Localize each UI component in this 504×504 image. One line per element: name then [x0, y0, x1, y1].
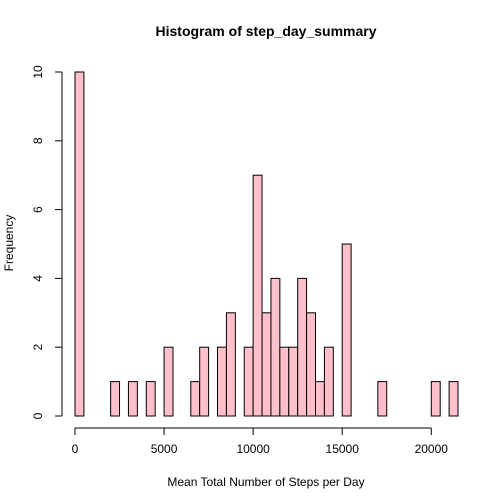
histogram-bar: [261, 312, 272, 417]
y-tick-label: 2: [31, 344, 45, 351]
histogram-bar: [74, 71, 85, 417]
histogram-bar: [225, 312, 236, 417]
y-tick-label: 0: [31, 412, 45, 419]
histogram-bar: [145, 381, 156, 417]
x-tick-label: 0: [72, 442, 79, 456]
histogram-bar: [341, 243, 352, 417]
histogram-bar: [270, 277, 281, 417]
histogram-bar: [279, 346, 290, 417]
x-tick-label: 15000: [326, 442, 360, 456]
histogram-bar: [314, 381, 325, 417]
histogram-bar: [430, 381, 441, 417]
histogram-bar: [127, 381, 138, 417]
y-axis-label: Frequency: [2, 215, 16, 272]
histogram-bar: [110, 381, 121, 417]
y-tick-label: 10: [31, 65, 45, 79]
x-tick-label: 10000: [236, 442, 270, 456]
histogram-bar: [217, 346, 227, 417]
chart-title: Histogram of step_day_summary: [156, 23, 377, 39]
y-tick-label: 8: [31, 137, 45, 144]
histogram-bar: [199, 346, 210, 417]
histogram-bar: [163, 346, 174, 417]
histogram-bar: [252, 174, 263, 417]
histogram-bar: [448, 381, 459, 417]
histogram-bar: [288, 346, 299, 417]
y-tick-label: 6: [31, 206, 45, 213]
x-tick-label: 20000: [415, 442, 449, 456]
x-axis: 0 5000 10000 15000 20000: [72, 427, 449, 456]
x-tick-label: 5000: [151, 442, 178, 456]
histogram-bar: [297, 277, 308, 417]
y-tick-label: 4: [31, 275, 45, 282]
bars-group: [74, 71, 459, 417]
x-axis-label: Mean Total Number of Steps per Day: [167, 475, 364, 489]
y-axis: 0 2 4 6 8 10: [31, 65, 63, 419]
histogram-bar: [306, 312, 316, 417]
histogram-bar: [377, 381, 388, 417]
histogram-bar: [243, 346, 254, 417]
histogram-bar: [190, 381, 201, 417]
histogram-bar: [323, 346, 334, 417]
